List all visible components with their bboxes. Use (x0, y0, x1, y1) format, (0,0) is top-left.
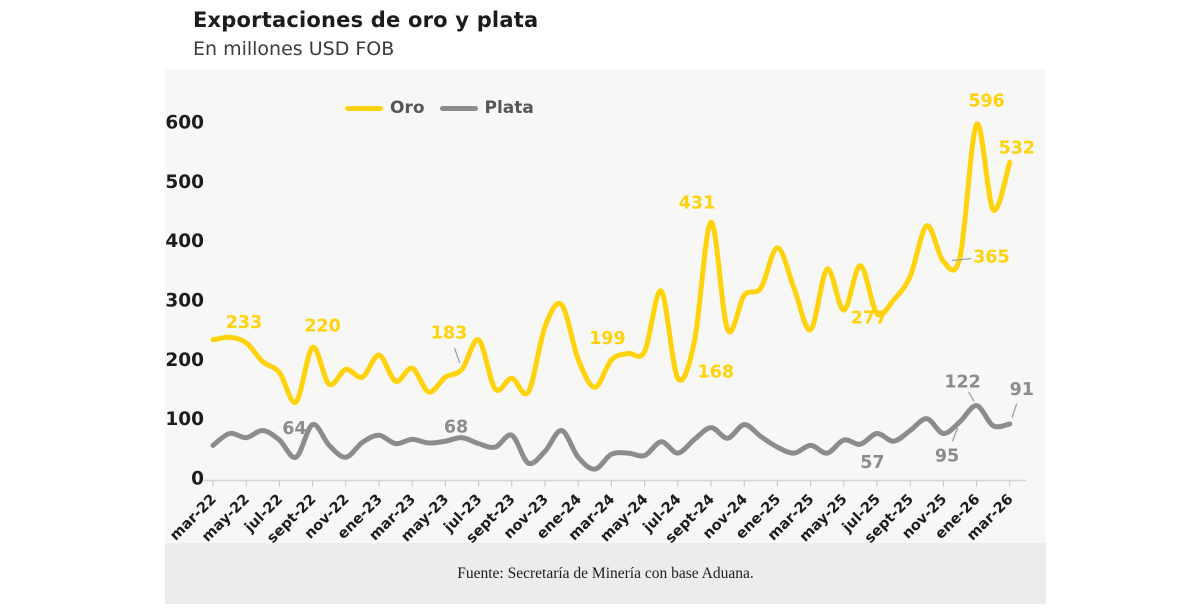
oro-line-swatch-icon (345, 105, 383, 111)
legend-label-oro: Oro (390, 98, 425, 118)
source-note: Fuente: Secretaría de Minería con base A… (457, 564, 754, 582)
plata-line-swatch-icon (439, 105, 478, 111)
legend-item-oro: Oro (345, 98, 425, 118)
footer-band: Fuente: Secretaría de Minería con base A… (165, 543, 1046, 604)
chart-panel (165, 69, 1046, 543)
legend-label-plata: Plata (484, 98, 534, 118)
chart-subtitle: En millones USD FOB (193, 38, 395, 60)
legend: Oro Plata (345, 98, 534, 118)
chart-title: Exportaciones de oro y plata (193, 8, 539, 32)
legend-item-plata: Plata (439, 98, 534, 118)
